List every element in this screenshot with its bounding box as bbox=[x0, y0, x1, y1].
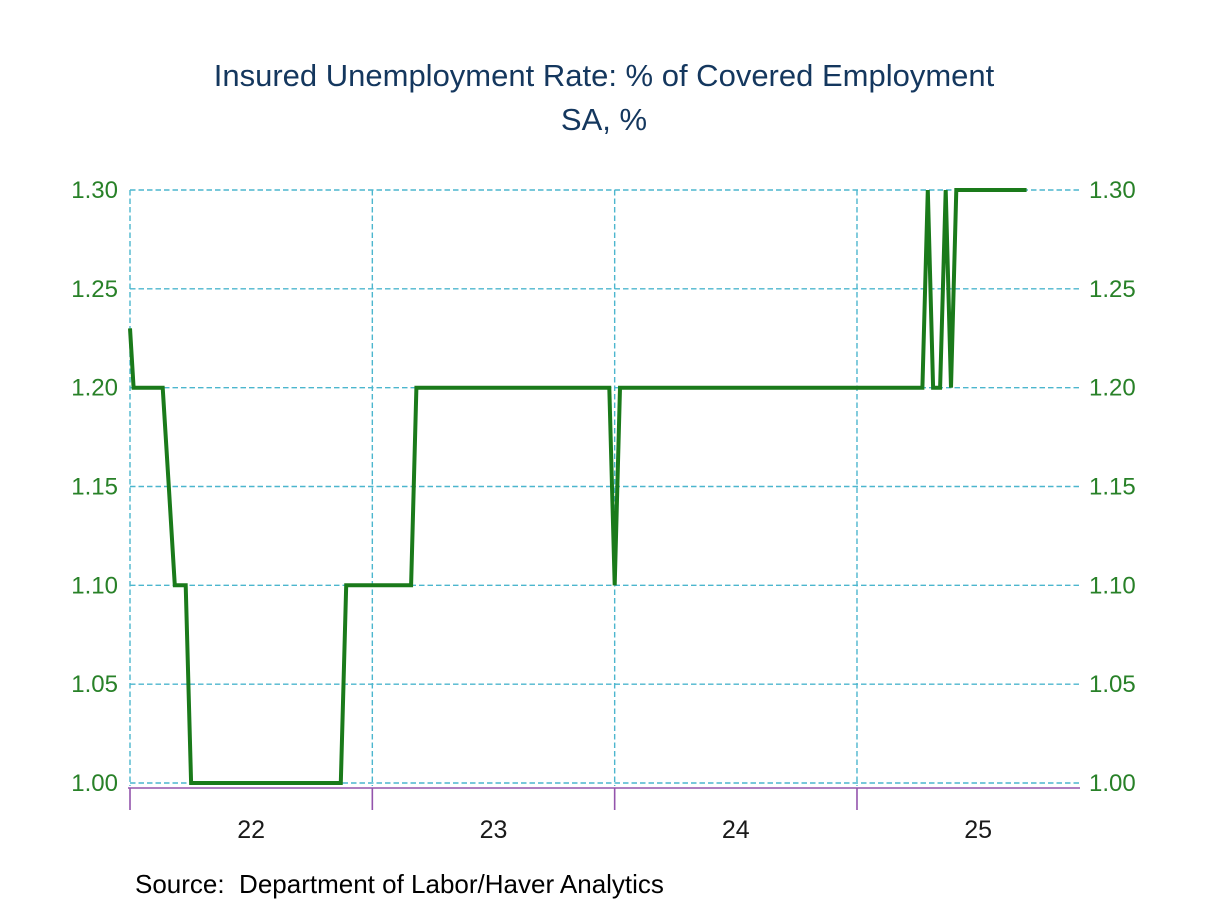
x-label-22: 22 bbox=[237, 816, 265, 844]
y-label-left-1.05: 1.05 bbox=[71, 671, 118, 698]
x-label-25: 25 bbox=[964, 816, 992, 844]
grid-layer bbox=[129, 189, 1080, 786]
x-label-23: 23 bbox=[480, 816, 508, 844]
y-label-left-1.15: 1.15 bbox=[71, 474, 118, 501]
y-label-left-1.30: 1.30 bbox=[71, 177, 118, 204]
x-label-24: 24 bbox=[722, 816, 750, 844]
y-label-left-1.10: 1.10 bbox=[71, 572, 118, 599]
y-label-right-1.10: 1.10 bbox=[1089, 572, 1136, 599]
y-label-right-1.15: 1.15 bbox=[1089, 474, 1136, 501]
y-label-right-1.20: 1.20 bbox=[1089, 375, 1136, 402]
chart-title: Insured Unemployment Rate: % of Covered … bbox=[214, 58, 995, 93]
axis-layer: 1.00 1.00 1.05 1.05 1.10 1.10 1.15 1.15 1.20 1.20… bbox=[71, 177, 1135, 844]
y-label-left-1.00: 1.00 bbox=[71, 770, 118, 797]
y-label-left-1.20: 1.20 bbox=[71, 375, 118, 402]
series-layer bbox=[128, 188, 1027, 785]
y-label-right-1.05: 1.05 bbox=[1089, 671, 1136, 698]
y-label-right-1.25: 1.25 bbox=[1089, 276, 1136, 303]
chart-subtitle: SA, % bbox=[561, 102, 647, 137]
data-line bbox=[128, 188, 1027, 785]
y-label-left-1.25: 1.25 bbox=[71, 276, 118, 303]
y-label-right-1.30: 1.30 bbox=[1089, 177, 1136, 204]
source-note: Source: Department of Labor/Haver Analyt… bbox=[135, 869, 664, 899]
y-label-right-1.00: 1.00 bbox=[1089, 770, 1136, 797]
